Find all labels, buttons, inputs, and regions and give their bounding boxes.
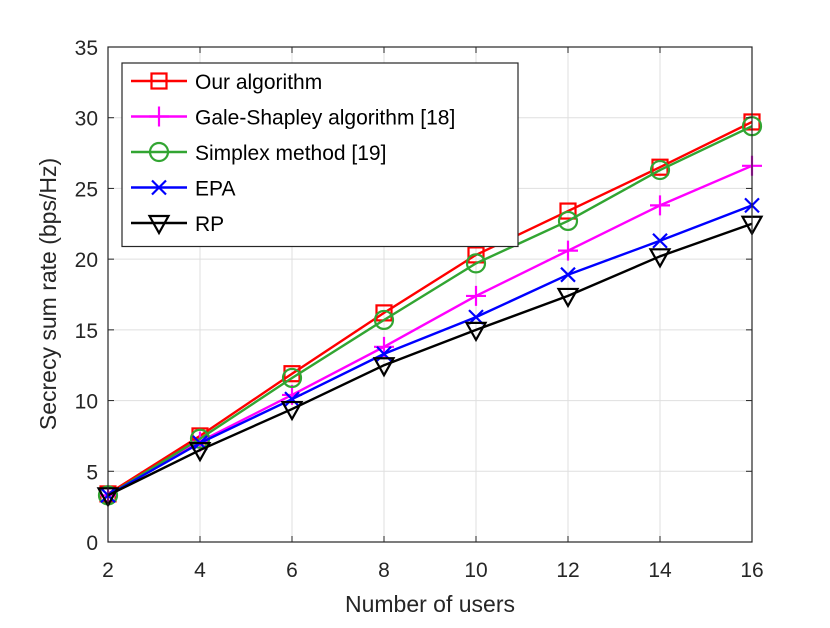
data-point-simplex-method-19 xyxy=(465,253,487,274)
data-point-rp xyxy=(556,287,580,309)
x-tick-label: 6 xyxy=(286,559,298,582)
data-point-simplex-method-19 xyxy=(557,210,579,232)
series-rp xyxy=(96,215,764,508)
plot-frame xyxy=(107,46,753,543)
series-line-rp xyxy=(107,222,753,497)
series-epa xyxy=(100,197,760,504)
y-axis-label: Secrecy sum rate (bps/Hz) xyxy=(35,158,61,430)
legend-label: Gale-Shapley algorithm [18] xyxy=(195,107,455,130)
y-tick-label: 10 xyxy=(75,391,98,414)
x-tick-label: 14 xyxy=(648,559,672,582)
data-point-our-algorithm xyxy=(559,202,577,220)
legend-marker xyxy=(148,141,170,163)
x-tick-label: 2 xyxy=(102,559,114,582)
legend-entry-our-algorithm: Our algorithm xyxy=(131,71,322,94)
legend-label: RP xyxy=(195,213,224,236)
y-tick-label: 30 xyxy=(75,108,98,131)
legend-marker xyxy=(147,214,171,236)
data-point-epa xyxy=(284,391,300,407)
legend-entry-simplex-method-19: Simplex method [19] xyxy=(131,141,386,165)
legend-entry-epa: EPA xyxy=(131,178,235,201)
data-point-rp xyxy=(648,248,672,269)
data-point-rp xyxy=(188,441,212,463)
data-point-simplex-method-19 xyxy=(649,159,671,181)
legend-label: EPA xyxy=(195,178,235,201)
legend-label: Our algorithm xyxy=(195,71,322,94)
legend-marker xyxy=(149,106,169,127)
x-tick-label: 10 xyxy=(464,559,487,582)
legend-marker xyxy=(151,179,167,196)
x-axis-label: Number of users xyxy=(345,591,515,617)
x-tick-label: 12 xyxy=(556,559,579,582)
data-point-gale-shapley-algorithm-18 xyxy=(466,285,486,306)
data-point-rp xyxy=(280,400,304,422)
legend-marker xyxy=(150,72,168,90)
series-line-gale-shapley-algorithm-18 xyxy=(107,164,753,497)
data-point-simplex-method-19 xyxy=(373,309,395,331)
legend: Our algorithm Gale-Shapley algorithm [18]… xyxy=(121,62,519,248)
y-tick-label: 15 xyxy=(75,320,98,343)
legend-entry-gale-shapley-algorithm-18: Gale-Shapley algorithm [18] xyxy=(131,106,455,130)
x-tick-label: 8 xyxy=(378,559,390,582)
data-point-epa xyxy=(652,232,668,249)
data-point-rp xyxy=(464,321,488,343)
series-line-our-algorithm xyxy=(107,120,753,495)
data-point-simplex-method-19 xyxy=(281,367,303,389)
y-tick-label: 5 xyxy=(86,461,98,484)
data-point-rp xyxy=(372,357,396,378)
legend-label: Simplex method [19] xyxy=(195,142,386,165)
y-tick-label: 0 xyxy=(86,532,98,555)
x-tick-label: 16 xyxy=(740,559,763,582)
x-tick-label: 4 xyxy=(194,559,206,582)
legend-box xyxy=(121,62,519,248)
series-line-simplex-method-19 xyxy=(107,125,753,497)
y-tick-label: 20 xyxy=(75,249,98,272)
y-tick-label: 25 xyxy=(75,178,98,201)
ticks: 2 4 6 8 10 12 14 16 0 5 10 15 20 25 30 35 xyxy=(75,37,764,582)
y-tick-label: 35 xyxy=(75,37,98,60)
series-line-epa xyxy=(107,204,753,497)
series-layer xyxy=(96,113,764,508)
legend-entry-rp: RP xyxy=(131,213,224,236)
data-point-gale-shapley-algorithm-18 xyxy=(650,195,670,216)
data-point-gale-shapley-algorithm-18 xyxy=(558,240,578,261)
data-point-epa xyxy=(560,266,576,283)
